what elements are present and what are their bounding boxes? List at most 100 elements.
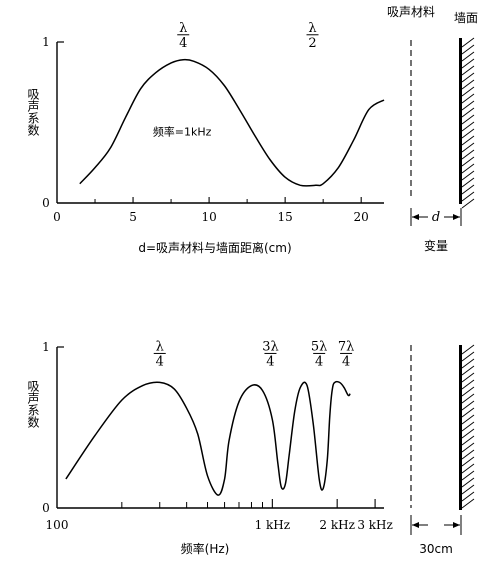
annotation-fraction-2-numerator: λ bbox=[308, 21, 316, 36]
arrowhead-left bbox=[412, 522, 419, 528]
annotation-fraction-0: λ4 bbox=[153, 339, 166, 369]
hatch-line bbox=[461, 407, 475, 418]
hatch-line bbox=[461, 163, 475, 174]
distance-caption: 30cm bbox=[419, 542, 453, 556]
x-tick-label-20: 20 bbox=[354, 210, 369, 224]
annotation-fraction-1: 3λ4 bbox=[262, 339, 279, 369]
chart-frequency: 1 0 吸声系数 100 1 kHz 2 kHz 3 kHz 频率(Hz) λ43λ4… bbox=[26, 339, 475, 556]
wall-diagram-top: 吸声材料 墙面 d 变量 bbox=[387, 5, 478, 253]
hatch-line bbox=[461, 491, 475, 502]
hatch-line bbox=[461, 184, 475, 195]
wall bbox=[459, 38, 462, 204]
y-axis-label: 吸声系数 bbox=[26, 380, 40, 429]
hatch-line bbox=[461, 386, 475, 397]
curve-distance bbox=[79, 58, 385, 187]
hatch-line bbox=[461, 400, 475, 411]
annotation-fraction-2: λ2 bbox=[306, 21, 319, 51]
x-tick-label-1: 1 kHz bbox=[255, 518, 291, 532]
wall bbox=[459, 345, 462, 510]
annotation-fraction-1-numerator: λ bbox=[179, 21, 187, 36]
hatch-line bbox=[461, 484, 475, 495]
y-tick-label-1: 1 bbox=[42, 35, 50, 49]
x-ticks: 100 1 kHz 2 kHz 3 kHz bbox=[46, 499, 393, 532]
hatch-line bbox=[461, 379, 475, 390]
chart-distance: 1 0 吸声系数 0 5 10 15 20 d=吸声材料与墙面距离(cm) 频率=1kH… bbox=[26, 5, 478, 255]
hatch-line bbox=[461, 51, 475, 62]
hatch-line bbox=[461, 449, 475, 460]
curve-frequency bbox=[65, 380, 351, 496]
hatch-line bbox=[461, 128, 475, 139]
wall-diagram-bottom: 30cm bbox=[410, 344, 475, 556]
hatch-line bbox=[461, 358, 475, 369]
hatch-line bbox=[461, 107, 475, 118]
hatch-line bbox=[461, 456, 475, 467]
hatch-line bbox=[461, 114, 475, 125]
hatch-line bbox=[461, 428, 475, 439]
annotation-fraction-1-denominator: 4 bbox=[179, 36, 187, 51]
hatch-line bbox=[461, 421, 475, 432]
x-axis-label: d=吸声材料与墙面距离(cm) bbox=[138, 240, 291, 255]
annotation-fraction-3-numerator: 7λ bbox=[338, 339, 355, 354]
x-tick-label-3: 3 kHz bbox=[357, 518, 393, 532]
material-label: 吸声材料 bbox=[387, 5, 435, 19]
hatch-line bbox=[461, 100, 475, 111]
x-axis-label: 频率(Hz) bbox=[181, 541, 230, 556]
hatch-line bbox=[461, 470, 475, 481]
hatch-line bbox=[461, 86, 475, 97]
x-ticks: 0 5 10 15 20 bbox=[53, 197, 369, 224]
annotation-fraction-2-numerator: 5λ bbox=[311, 339, 328, 354]
annotation-frequency: 频率=1kHz bbox=[153, 124, 212, 138]
annotation-fraction-2-denominator: 4 bbox=[315, 354, 323, 369]
hatch-line bbox=[461, 72, 475, 83]
hatch-line bbox=[461, 93, 475, 104]
hatch-line bbox=[461, 498, 475, 509]
hatch-line bbox=[461, 477, 475, 488]
hatch-line bbox=[461, 372, 475, 383]
hatch-line bbox=[461, 442, 475, 453]
y-tick-label-1: 1 bbox=[42, 340, 50, 354]
annotation-fraction-0-denominator: 4 bbox=[156, 354, 164, 369]
x-tick-label-0: 100 bbox=[46, 518, 69, 532]
wall-hatch bbox=[461, 344, 475, 509]
hatch-line bbox=[461, 170, 475, 181]
hatch-line bbox=[461, 121, 475, 132]
annotation-fraction-1-numerator: 3λ bbox=[262, 339, 279, 354]
hatch-line bbox=[461, 435, 475, 446]
hatch-line bbox=[461, 177, 475, 188]
hatch-line bbox=[461, 198, 475, 209]
hatch-line bbox=[461, 44, 475, 55]
y-axis-label: 吸声系数 bbox=[26, 88, 40, 137]
x-tick-label-5: 5 bbox=[129, 210, 137, 224]
x-tick-label-2: 2 kHz bbox=[319, 518, 355, 532]
wall-hatch bbox=[461, 37, 475, 209]
x-tick-label-10: 10 bbox=[201, 210, 216, 224]
hatch-line bbox=[461, 65, 475, 76]
annotation-fraction-2-denominator: 2 bbox=[308, 36, 316, 51]
y-tick-label-0: 0 bbox=[42, 196, 50, 210]
hatch-line bbox=[461, 344, 475, 355]
annotation-fraction-1: λ4 bbox=[177, 21, 190, 51]
hatch-line bbox=[461, 351, 475, 362]
x-tick-label-15: 15 bbox=[277, 210, 292, 224]
hatch-line bbox=[461, 58, 475, 69]
annotation-fraction-3: 7λ4 bbox=[338, 339, 355, 369]
hatch-line bbox=[461, 156, 475, 167]
annotation-fraction-3-denominator: 4 bbox=[342, 354, 350, 369]
arrowhead-right bbox=[453, 522, 460, 528]
hatch-line bbox=[461, 393, 475, 404]
hatch-line bbox=[461, 135, 475, 146]
hatch-line bbox=[461, 142, 475, 153]
annotation-fraction-0-numerator: λ bbox=[156, 339, 164, 354]
wall-label: 墙面 bbox=[454, 11, 478, 25]
hatch-line bbox=[461, 414, 475, 425]
annotation-fraction-1-denominator: 4 bbox=[266, 354, 274, 369]
hatch-line bbox=[461, 365, 475, 376]
hatch-line bbox=[461, 191, 475, 202]
hatch-line bbox=[461, 37, 475, 48]
x-tick-label-0: 0 bbox=[53, 210, 61, 224]
hatch-line bbox=[461, 463, 475, 474]
hatch-line bbox=[461, 79, 475, 90]
